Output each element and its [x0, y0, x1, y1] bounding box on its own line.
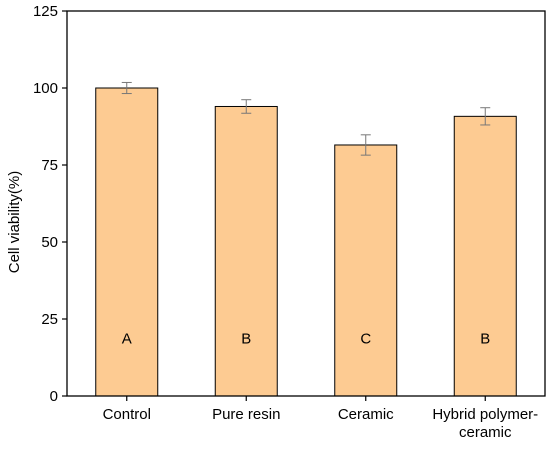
y-tick-label-1: 25 — [41, 311, 58, 328]
bar-letter-1: B — [241, 331, 251, 348]
bar-3 — [453, 115, 517, 397]
plot-area: A Control B Pure resin C Ceramic B Hybrid polym… — [33, 3, 546, 441]
y-tick-label-5: 125 — [33, 3, 58, 20]
x-tick-label-1: Pure resin — [212, 406, 280, 423]
x-tick-label-2: Ceramic — [338, 406, 394, 423]
bar-2 — [334, 144, 398, 397]
bar-letter-3: B — [480, 331, 490, 348]
y-axis-label: Cell viability(%) — [6, 171, 23, 274]
x-tick-label-3: Hybrid polymer-ceramic — [432, 406, 538, 441]
bar-0 — [95, 87, 159, 397]
bar-letter-0: A — [122, 331, 132, 348]
bar-1 — [214, 105, 278, 397]
x-tick-label-0: Control — [103, 406, 151, 423]
y-tick-label-2: 50 — [41, 234, 58, 251]
y-tick-label-3: 75 — [41, 157, 58, 174]
y-tick-label-0: 0 — [50, 388, 58, 405]
y-tick-label-4: 100 — [33, 80, 58, 97]
plot-frame — [66, 10, 546, 397]
bar-letter-2: C — [360, 331, 371, 348]
